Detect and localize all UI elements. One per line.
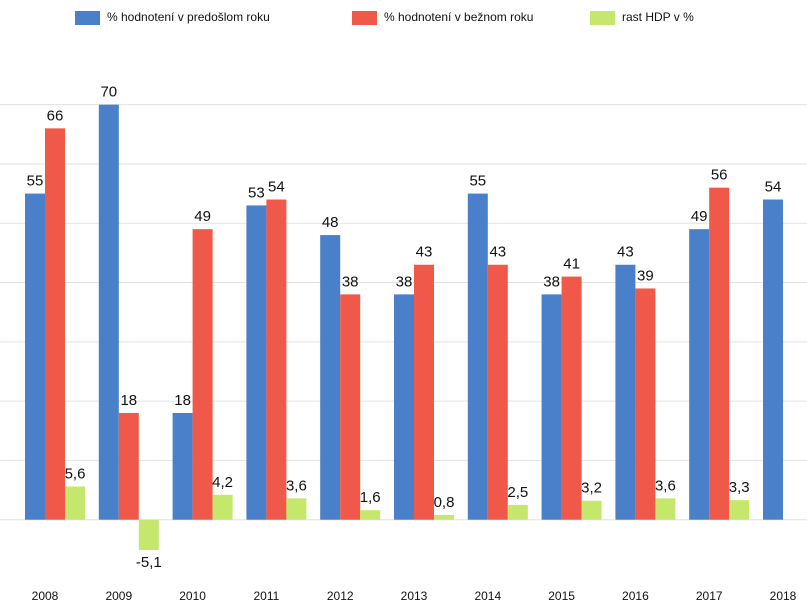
data-label: 43 xyxy=(416,244,433,261)
bar xyxy=(729,500,750,520)
bar xyxy=(487,264,508,520)
x-tick-label: 2012 xyxy=(327,589,354,603)
data-label: 54 xyxy=(268,178,285,195)
legend-swatch xyxy=(75,11,100,25)
data-label: 3,2 xyxy=(581,480,602,497)
data-label: 38 xyxy=(543,273,560,290)
data-label: 43 xyxy=(489,244,506,261)
data-label: 1,6 xyxy=(360,489,381,506)
legend-swatch xyxy=(590,11,615,25)
data-label: 55 xyxy=(27,173,44,190)
bar xyxy=(689,229,710,520)
bar xyxy=(266,199,287,520)
bar xyxy=(581,500,602,520)
bar xyxy=(655,498,676,520)
bar xyxy=(192,229,213,520)
x-tick-label: 2011 xyxy=(253,589,279,603)
data-label: 3,6 xyxy=(655,477,676,494)
data-label: 2,5 xyxy=(507,484,528,501)
data-label: 70 xyxy=(100,84,117,101)
data-label: 41 xyxy=(563,256,580,273)
bar xyxy=(394,294,414,520)
bar xyxy=(172,412,193,520)
data-label: 3,6 xyxy=(286,477,307,494)
bar xyxy=(434,514,454,520)
data-label: 49 xyxy=(194,208,211,225)
data-label: 55 xyxy=(469,173,486,190)
bar xyxy=(286,498,307,520)
bar xyxy=(709,187,730,520)
bar xyxy=(360,510,381,520)
data-label: 66 xyxy=(47,107,64,124)
data-label: 38 xyxy=(396,273,413,290)
data-label: 49 xyxy=(691,208,708,225)
data-label: 18 xyxy=(174,392,191,409)
bar xyxy=(561,276,582,520)
bar xyxy=(507,504,528,520)
bar xyxy=(212,494,233,520)
legend-label: % hodnotení v bežnom roku xyxy=(384,10,533,24)
bar xyxy=(138,519,159,550)
data-label: 43 xyxy=(617,244,634,261)
bar xyxy=(763,199,783,520)
data-label: 39 xyxy=(637,267,654,284)
bar xyxy=(65,486,85,520)
data-label: 4,2 xyxy=(212,474,233,491)
bar xyxy=(98,104,119,520)
bar xyxy=(45,128,65,520)
data-label: -5,1 xyxy=(136,554,162,571)
bar xyxy=(541,294,562,520)
bar xyxy=(340,294,361,520)
data-label: 56 xyxy=(711,167,728,184)
x-tick-label: 2016 xyxy=(622,589,649,603)
legend-label: rast HDP v % xyxy=(622,10,694,24)
bar xyxy=(320,235,341,520)
bar xyxy=(615,264,636,520)
data-label: 38 xyxy=(342,273,359,290)
x-tick-label: 2014 xyxy=(474,589,501,603)
data-label: 53 xyxy=(248,184,265,201)
bar xyxy=(246,205,267,520)
bar xyxy=(467,193,488,520)
legend-label: % hodnotení v predošlom roku xyxy=(107,10,270,24)
data-label: 3,3 xyxy=(729,479,750,496)
x-tick-label: 2015 xyxy=(548,589,575,603)
x-tick-label: 2018 xyxy=(770,589,797,603)
bar xyxy=(635,288,656,520)
data-label: 0,8 xyxy=(434,494,455,511)
data-label: 18 xyxy=(120,392,137,409)
x-tick-label: 2010 xyxy=(179,589,206,603)
data-label: 48 xyxy=(322,214,339,231)
legend-swatch xyxy=(352,11,377,25)
bar xyxy=(25,193,45,520)
x-tick-label: 2017 xyxy=(696,589,723,603)
x-tick-label: 2009 xyxy=(105,589,132,603)
data-label: 5,6 xyxy=(65,465,86,482)
data-label: 54 xyxy=(765,178,782,195)
bar xyxy=(118,412,139,520)
x-tick-label: 2008 xyxy=(32,589,59,603)
bar xyxy=(414,264,434,520)
x-tick-label: 2013 xyxy=(401,589,428,603)
